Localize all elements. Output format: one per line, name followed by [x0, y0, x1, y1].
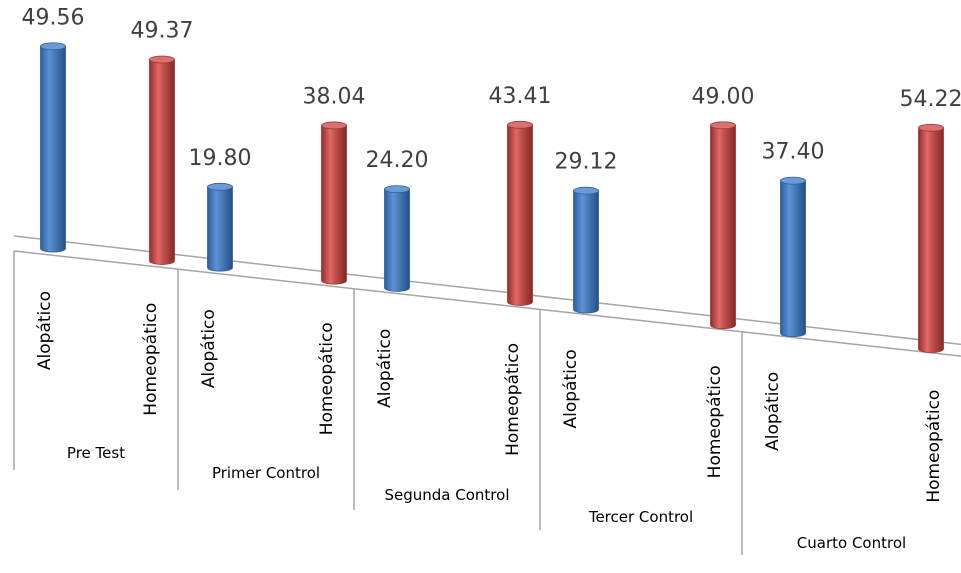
- bar-body: [207, 186, 233, 272]
- series-tick-label: Homeopático: [141, 303, 161, 416]
- bar-body: [918, 127, 944, 353]
- series-tick-label: Alopático: [199, 309, 219, 388]
- data-label: 29.12: [555, 150, 618, 175]
- bar-top: [710, 121, 736, 130]
- series-tick-label: Homeopático: [317, 322, 337, 435]
- category-label: Cuarto Control: [797, 534, 906, 552]
- data-label: 49.00: [692, 84, 755, 109]
- data-label: 19.80: [189, 146, 252, 171]
- bar-body: [780, 180, 806, 338]
- data-label: 49.56: [22, 5, 85, 30]
- category-label: Pre Test: [67, 444, 125, 462]
- category-label: Tercer Control: [588, 508, 693, 526]
- bar-homeopatico: [321, 121, 347, 285]
- series-tick-label: Homeopático: [705, 365, 725, 478]
- series-tick-label: Alopático: [375, 329, 395, 408]
- data-label: 24.20: [366, 148, 429, 173]
- bar-body: [321, 125, 347, 285]
- floor-front-edge: [13, 250, 961, 357]
- bar-alopatico: [780, 176, 806, 338]
- category-label: Primer Control: [212, 464, 320, 482]
- series-tick-label: Homeopático: [503, 343, 523, 456]
- bar-top: [573, 186, 599, 195]
- bar-body: [507, 124, 533, 306]
- bar-top: [207, 182, 233, 191]
- bar-top: [384, 185, 410, 194]
- bar-body: [384, 188, 410, 292]
- data-label: 43.41: [489, 84, 552, 109]
- series-tick-label: Alopático: [35, 291, 55, 370]
- bar-top: [780, 176, 806, 185]
- bar-homeopatico: [918, 123, 944, 353]
- bar-alopatico: [40, 42, 66, 253]
- series-tick-label: Homeopático: [924, 390, 944, 503]
- bar-top: [40, 42, 66, 51]
- bar-top: [507, 120, 533, 129]
- bar-body: [573, 190, 599, 314]
- data-label: 37.40: [762, 140, 825, 165]
- data-label: 54.22: [900, 87, 961, 112]
- bar-body: [710, 124, 736, 330]
- bar-alopatico: [207, 182, 233, 272]
- bar-homeopatico: [710, 121, 736, 330]
- bar-top: [321, 121, 347, 130]
- category-label: Segunda Control: [385, 486, 510, 504]
- bar-top: [149, 55, 175, 64]
- bar-alopatico: [573, 186, 599, 314]
- data-label: 49.37: [131, 19, 194, 44]
- bar-homeopatico: [149, 55, 175, 265]
- bar-homeopatico: [507, 120, 533, 306]
- bar-alopatico: [384, 185, 410, 292]
- bar-body: [40, 45, 66, 253]
- data-label: 38.04: [303, 84, 366, 109]
- bar-top: [918, 123, 944, 132]
- series-tick-label: Alopático: [561, 349, 581, 428]
- bar-body: [149, 59, 175, 265]
- series-tick-label: Alopático: [763, 372, 783, 451]
